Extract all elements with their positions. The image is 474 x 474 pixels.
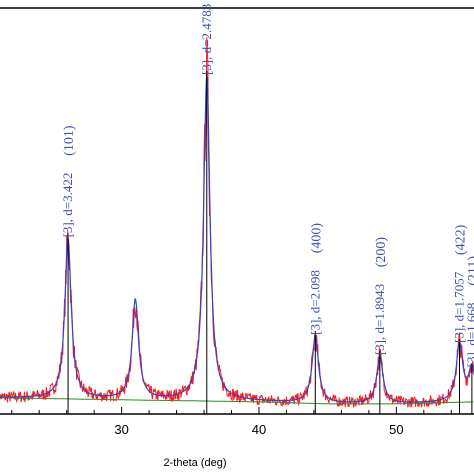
- plot-area: [0, 7, 474, 415]
- peak-annotations: [3], d=3.422(101)[3], d=2.4783(311)[3], …: [60, 4, 474, 368]
- peak-label-4: [3], d=1.8943: [372, 284, 387, 355]
- peak-label-3: [3], d=2.098: [307, 270, 322, 335]
- plot-frame: [0, 7, 474, 415]
- peak-hkl-3: (400): [309, 223, 324, 254]
- series-fit: [0, 76, 474, 403]
- x-tick-label-2: 50: [389, 422, 403, 437]
- peak-hkl-4: (200): [374, 237, 389, 268]
- peak-label-2: [3], d=2.4783: [199, 4, 214, 75]
- x-tick-label-0: 30: [114, 422, 128, 437]
- x-axis: 30 40 50: [11, 407, 452, 437]
- x-tick-label-1: 40: [252, 422, 266, 437]
- peak-hkl-5: (422): [454, 224, 469, 255]
- peak-label-6: [3], d=1.668: [464, 303, 474, 368]
- peak-hkl-0: (101): [62, 125, 77, 156]
- peak-hkl-6: (211): [466, 256, 474, 286]
- peak-label-5: [3], d=1.7057: [452, 271, 467, 343]
- peak-label-0: [3], d=3.422: [60, 173, 75, 238]
- x-axis-title: 2-theta (deg): [164, 457, 227, 469]
- series-background: [0, 397, 474, 405]
